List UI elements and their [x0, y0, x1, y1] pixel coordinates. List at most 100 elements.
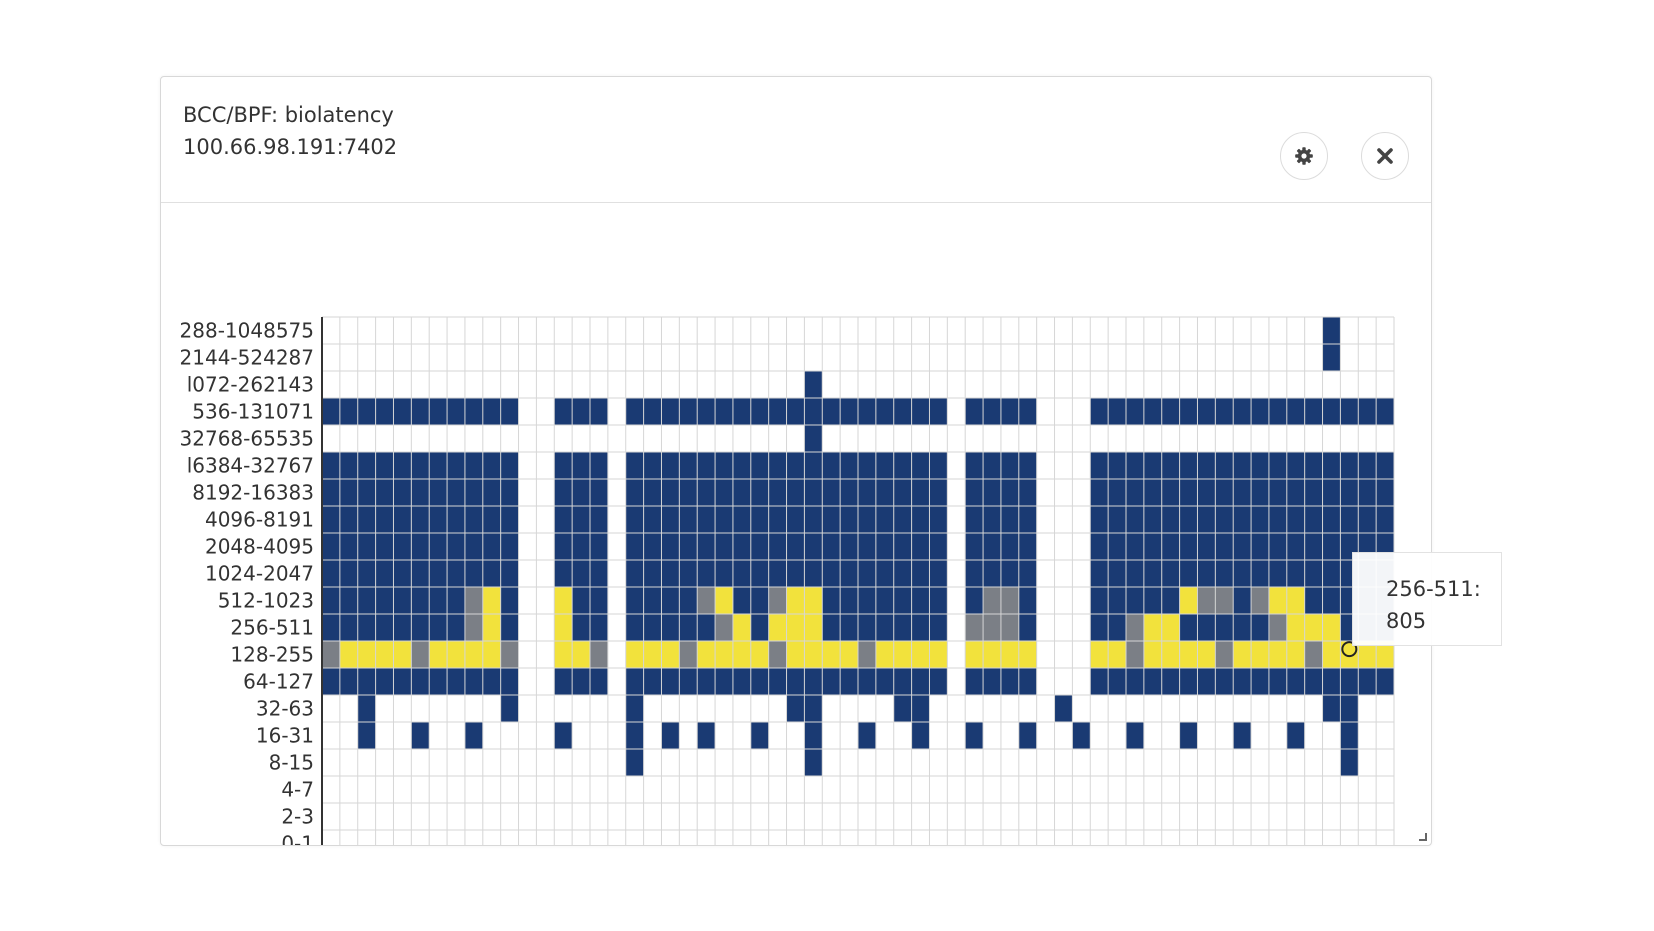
heatmap-cell [1161, 614, 1180, 641]
heatmap-cell [1322, 614, 1341, 641]
heatmap-cell [1126, 668, 1144, 695]
heatmap-cell [732, 668, 751, 695]
heatmap-cell [1251, 398, 1269, 425]
heatmap-cell [983, 533, 1001, 560]
heatmap-cell [554, 560, 573, 587]
heatmap-cell [1233, 452, 1252, 479]
heatmap-cell [1197, 479, 1216, 506]
heatmap-cell [786, 587, 805, 614]
heatmap-cell [911, 479, 930, 506]
heatmap-cell [1090, 506, 1109, 533]
heatmap-cell [1340, 506, 1359, 533]
heatmap-cell [411, 479, 430, 506]
heatmap-cell [429, 398, 448, 425]
heatmap-cell [482, 533, 501, 560]
heatmap-cell [1090, 614, 1109, 641]
heatmap-cell [375, 668, 394, 695]
heatmap-cell [1126, 722, 1144, 749]
heatmap-cell [1090, 641, 1109, 668]
heatmap-cell [786, 398, 805, 425]
heatmap-cell [411, 668, 430, 695]
heatmap-cell [983, 587, 1001, 614]
heatmap-cell [1161, 587, 1180, 614]
heatmap-cell [464, 398, 483, 425]
heatmap-cell [1179, 587, 1198, 614]
heatmap-cell [625, 479, 644, 506]
heatmap-cell [661, 668, 680, 695]
heatmap-cell [1304, 479, 1323, 506]
heatmap-cell [482, 506, 501, 533]
heatmap-cell [500, 533, 519, 560]
heatmap-cell [1179, 533, 1198, 560]
heatmap-cell [1322, 344, 1341, 371]
heatmap-cell [393, 560, 412, 587]
heatmap-cell [697, 506, 716, 533]
heatmap-cell [1090, 560, 1109, 587]
heatmap-cell [1215, 614, 1234, 641]
heatmap-cell [357, 479, 376, 506]
heatmap-cell [929, 668, 948, 695]
heatmap-cell [965, 641, 984, 668]
heatmap-cell [661, 722, 680, 749]
heatmap-cell [1322, 506, 1341, 533]
heatmap-cell [1322, 695, 1341, 722]
heatmap-cell [357, 722, 376, 749]
heatmap-cell [1251, 533, 1269, 560]
heatmap-cell [732, 398, 751, 425]
heatmap-cell [1215, 560, 1234, 587]
heatmap-cell [732, 452, 751, 479]
heatmap-cell [339, 587, 358, 614]
heatmap-cell [893, 506, 912, 533]
heatmap-cell [697, 533, 716, 560]
heatmap-cell [822, 614, 841, 641]
heatmap-cell [1304, 560, 1323, 587]
heatmap-cell [840, 641, 858, 668]
heatmap-cell [804, 722, 823, 749]
heatmap-cell [482, 587, 501, 614]
heatmap-cell [464, 479, 483, 506]
heatmap-cell [858, 614, 876, 641]
y-tick-label: 8-15 [269, 751, 314, 775]
heatmap-cell [750, 560, 769, 587]
heatmap-cell [1161, 641, 1180, 668]
heatmap-cell [697, 452, 716, 479]
heatmap-cell [965, 533, 984, 560]
heatmap-cell [911, 560, 930, 587]
heatmap-cell [500, 560, 519, 587]
heatmap-cell [572, 641, 590, 668]
heatmap-cell [447, 614, 465, 641]
heatmap-cell [1322, 668, 1341, 695]
heatmap-cell [822, 398, 841, 425]
heatmap-cell [858, 587, 876, 614]
heatmap-cell [732, 560, 751, 587]
heatmap-cell [840, 587, 858, 614]
close-button[interactable] [1361, 132, 1409, 180]
heatmap-cell [786, 479, 805, 506]
heatmap-cell [929, 560, 948, 587]
heatmap-cell [858, 722, 876, 749]
heatmap-cell [1090, 533, 1109, 560]
heatmap-cell [715, 479, 733, 506]
settings-button[interactable] [1280, 132, 1328, 180]
panel-header: BCC/BPF: biolatency 100.66.98.191:7402 [161, 77, 1431, 203]
heatmap-cell [357, 452, 376, 479]
heatmap-cell [464, 533, 483, 560]
hover-marker [1341, 641, 1358, 658]
heatmap-cell [625, 398, 644, 425]
heatmap-cell [1143, 668, 1162, 695]
heatmap-cell [1179, 479, 1198, 506]
heatmap-cell [429, 614, 448, 641]
heatmap-cell [339, 614, 358, 641]
resize-handle[interactable] [1419, 833, 1427, 841]
heatmap-cell [429, 560, 448, 587]
heatmap-cell [1179, 668, 1198, 695]
heatmap-cell [679, 479, 698, 506]
heatmap-cell [1197, 587, 1216, 614]
heatmap-cell [929, 533, 948, 560]
heatmap-cell [375, 641, 394, 668]
heatmap-cell [893, 614, 912, 641]
heatmap-cell [375, 587, 394, 614]
heatmap-cell [1108, 533, 1126, 560]
heatmap-cell [554, 533, 573, 560]
heatmap-cell [1322, 533, 1341, 560]
